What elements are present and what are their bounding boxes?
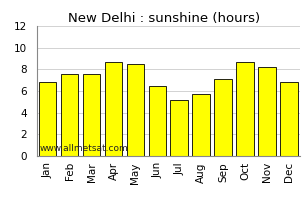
Bar: [39, 82, 56, 156]
Text: www.allmetsat.com: www.allmetsat.com: [39, 144, 128, 153]
Bar: [236, 62, 254, 156]
Bar: [280, 82, 298, 156]
Bar: [148, 86, 166, 156]
Bar: [170, 100, 188, 156]
Bar: [105, 62, 122, 156]
Bar: [127, 64, 144, 156]
Bar: [214, 79, 232, 156]
Bar: [258, 67, 276, 156]
Bar: [61, 74, 78, 156]
Bar: [83, 74, 100, 156]
Bar: [192, 94, 210, 156]
Text: New Delhi : sunshine (hours): New Delhi : sunshine (hours): [68, 12, 260, 25]
